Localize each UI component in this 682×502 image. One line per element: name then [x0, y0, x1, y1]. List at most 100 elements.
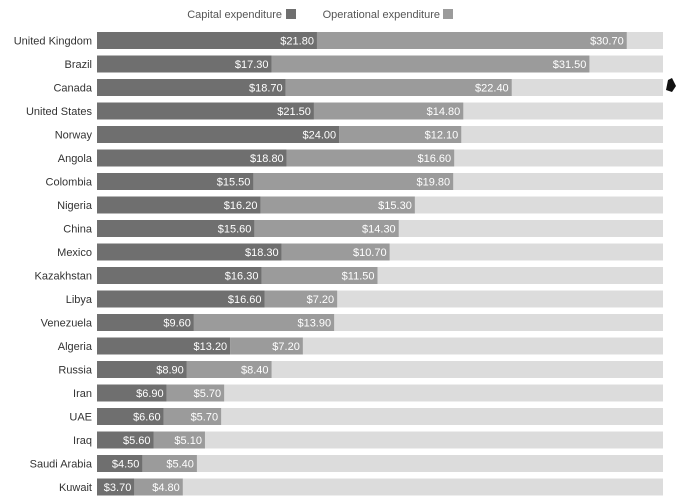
value-label-operational: $10.70: [353, 247, 387, 259]
bar-operational[interactable]: [186, 361, 272, 378]
bar-operational[interactable]: [316, 32, 627, 49]
bar-capital[interactable]: [97, 243, 282, 261]
category-label: Iraq: [73, 435, 92, 447]
category-label: Algeria: [58, 341, 93, 353]
bar-track: [97, 431, 663, 449]
value-label-capital: $4.50: [112, 459, 140, 471]
value-label-operational: $11.50: [342, 271, 375, 283]
bar-track: [97, 478, 663, 496]
category-label: Colombia: [46, 177, 93, 189]
bar-track: [97, 455, 663, 472]
category-label: United States: [26, 106, 93, 118]
value-label-operational: $5.70: [191, 412, 219, 424]
bar-operational[interactable]: [339, 126, 462, 143]
category-label: Angola: [58, 153, 93, 165]
bar-operational[interactable]: [281, 243, 390, 261]
value-label-capital: $17.30: [235, 59, 269, 71]
category-label: Kazakhstan: [35, 271, 92, 283]
bar-operational[interactable]: [264, 290, 338, 308]
bar-capital[interactable]: [97, 337, 231, 355]
bar-operational[interactable]: [142, 455, 197, 472]
category-label: Kuwait: [59, 482, 92, 494]
value-label-operational: $30.70: [590, 36, 624, 48]
category-label: Venezuela: [41, 318, 93, 330]
value-label-operational: $14.80: [427, 106, 461, 118]
value-label-capital: $16.20: [224, 200, 258, 212]
bar-operational[interactable]: [254, 220, 399, 237]
bar-capital[interactable]: [97, 32, 317, 49]
bar-capital[interactable]: [97, 102, 314, 120]
legend-swatch-capital: [286, 9, 296, 19]
bar-capital[interactable]: [97, 290, 265, 308]
bar-capital[interactable]: [97, 220, 255, 237]
bar-track: [97, 384, 663, 402]
value-label-capital: $9.60: [163, 318, 191, 330]
legend-swatch-operational: [443, 9, 453, 19]
value-label-capital: $6.90: [136, 388, 164, 400]
bar-capital[interactable]: [97, 384, 167, 402]
bar-operational[interactable]: [261, 267, 378, 284]
value-label-capital: $21.50: [277, 106, 311, 118]
bar-capital[interactable]: [97, 126, 340, 143]
value-label-operational: $13.90: [297, 318, 331, 330]
bar-operational[interactable]: [230, 337, 303, 355]
value-label-operational: $12.10: [425, 130, 459, 142]
bar-capital[interactable]: [97, 408, 164, 425]
bar-capital[interactable]: [97, 196, 261, 214]
bar-capital[interactable]: [97, 149, 287, 167]
value-label-operational: $7.20: [307, 294, 335, 306]
bar-operational[interactable]: [260, 196, 415, 214]
value-label-operational: $31.50: [553, 59, 587, 71]
value-label-capital: $21.80: [280, 36, 314, 48]
category-label: Brazil: [64, 59, 92, 71]
bar-capital[interactable]: [97, 79, 286, 96]
bar-capital[interactable]: [97, 455, 143, 472]
bar-capital[interactable]: [97, 478, 135, 496]
bar-operational[interactable]: [253, 173, 454, 190]
bar-capital[interactable]: [97, 267, 262, 284]
legend-label-capital: Capital expenditure: [187, 9, 282, 21]
bar-operational[interactable]: [153, 431, 205, 449]
value-label-capital: $8.90: [156, 365, 184, 377]
cursor-icon: [666, 78, 676, 92]
bar-capital[interactable]: [97, 314, 194, 331]
value-label-capital: $16.60: [228, 294, 262, 306]
value-label-capital: $15.60: [218, 224, 252, 236]
bar-capital[interactable]: [97, 361, 187, 378]
category-label: Russia: [58, 365, 93, 377]
value-label-operational: $5.10: [174, 435, 202, 447]
category-label: UAE: [69, 412, 92, 424]
value-label-capital: $3.70: [104, 482, 132, 494]
value-label-capital: $5.60: [123, 435, 151, 447]
value-label-capital: $24.00: [303, 130, 337, 142]
plot-area: United Kingdom $21.80 $30.70 Brazil $17.30 $3…: [14, 32, 663, 496]
value-label-capital: $6.60: [133, 412, 161, 424]
bar-track: [97, 408, 663, 425]
category-label: Nigeria: [57, 200, 93, 212]
bar-operational[interactable]: [134, 478, 183, 496]
bar-operational[interactable]: [193, 314, 335, 331]
value-label-operational: $5.70: [194, 388, 222, 400]
bar-operational[interactable]: [271, 55, 590, 73]
category-label: China: [63, 224, 93, 236]
bar-operational[interactable]: [166, 384, 225, 402]
value-label-capital: $18.70: [249, 83, 283, 95]
value-label-capital: $15.50: [217, 177, 251, 189]
bar-operational[interactable]: [285, 79, 512, 96]
category-label: Mexico: [57, 247, 92, 259]
bar-operational[interactable]: [313, 102, 464, 120]
value-label-capital: $16.30: [225, 271, 259, 283]
value-label-capital: $18.30: [245, 247, 279, 259]
category-label: Libya: [66, 294, 93, 306]
category-label: Iran: [73, 388, 92, 400]
value-label-operational: $19.80: [417, 177, 451, 189]
bar-capital[interactable]: [97, 431, 154, 449]
bar-capital[interactable]: [97, 173, 254, 190]
bar-operational[interactable]: [286, 149, 455, 167]
bar-operational[interactable]: [163, 408, 222, 425]
value-label-operational: $15.30: [378, 200, 412, 212]
legend-label-operational: Operational expenditure: [323, 9, 440, 21]
bar-capital[interactable]: [97, 55, 272, 73]
value-label-operational: $4.80: [152, 482, 180, 494]
